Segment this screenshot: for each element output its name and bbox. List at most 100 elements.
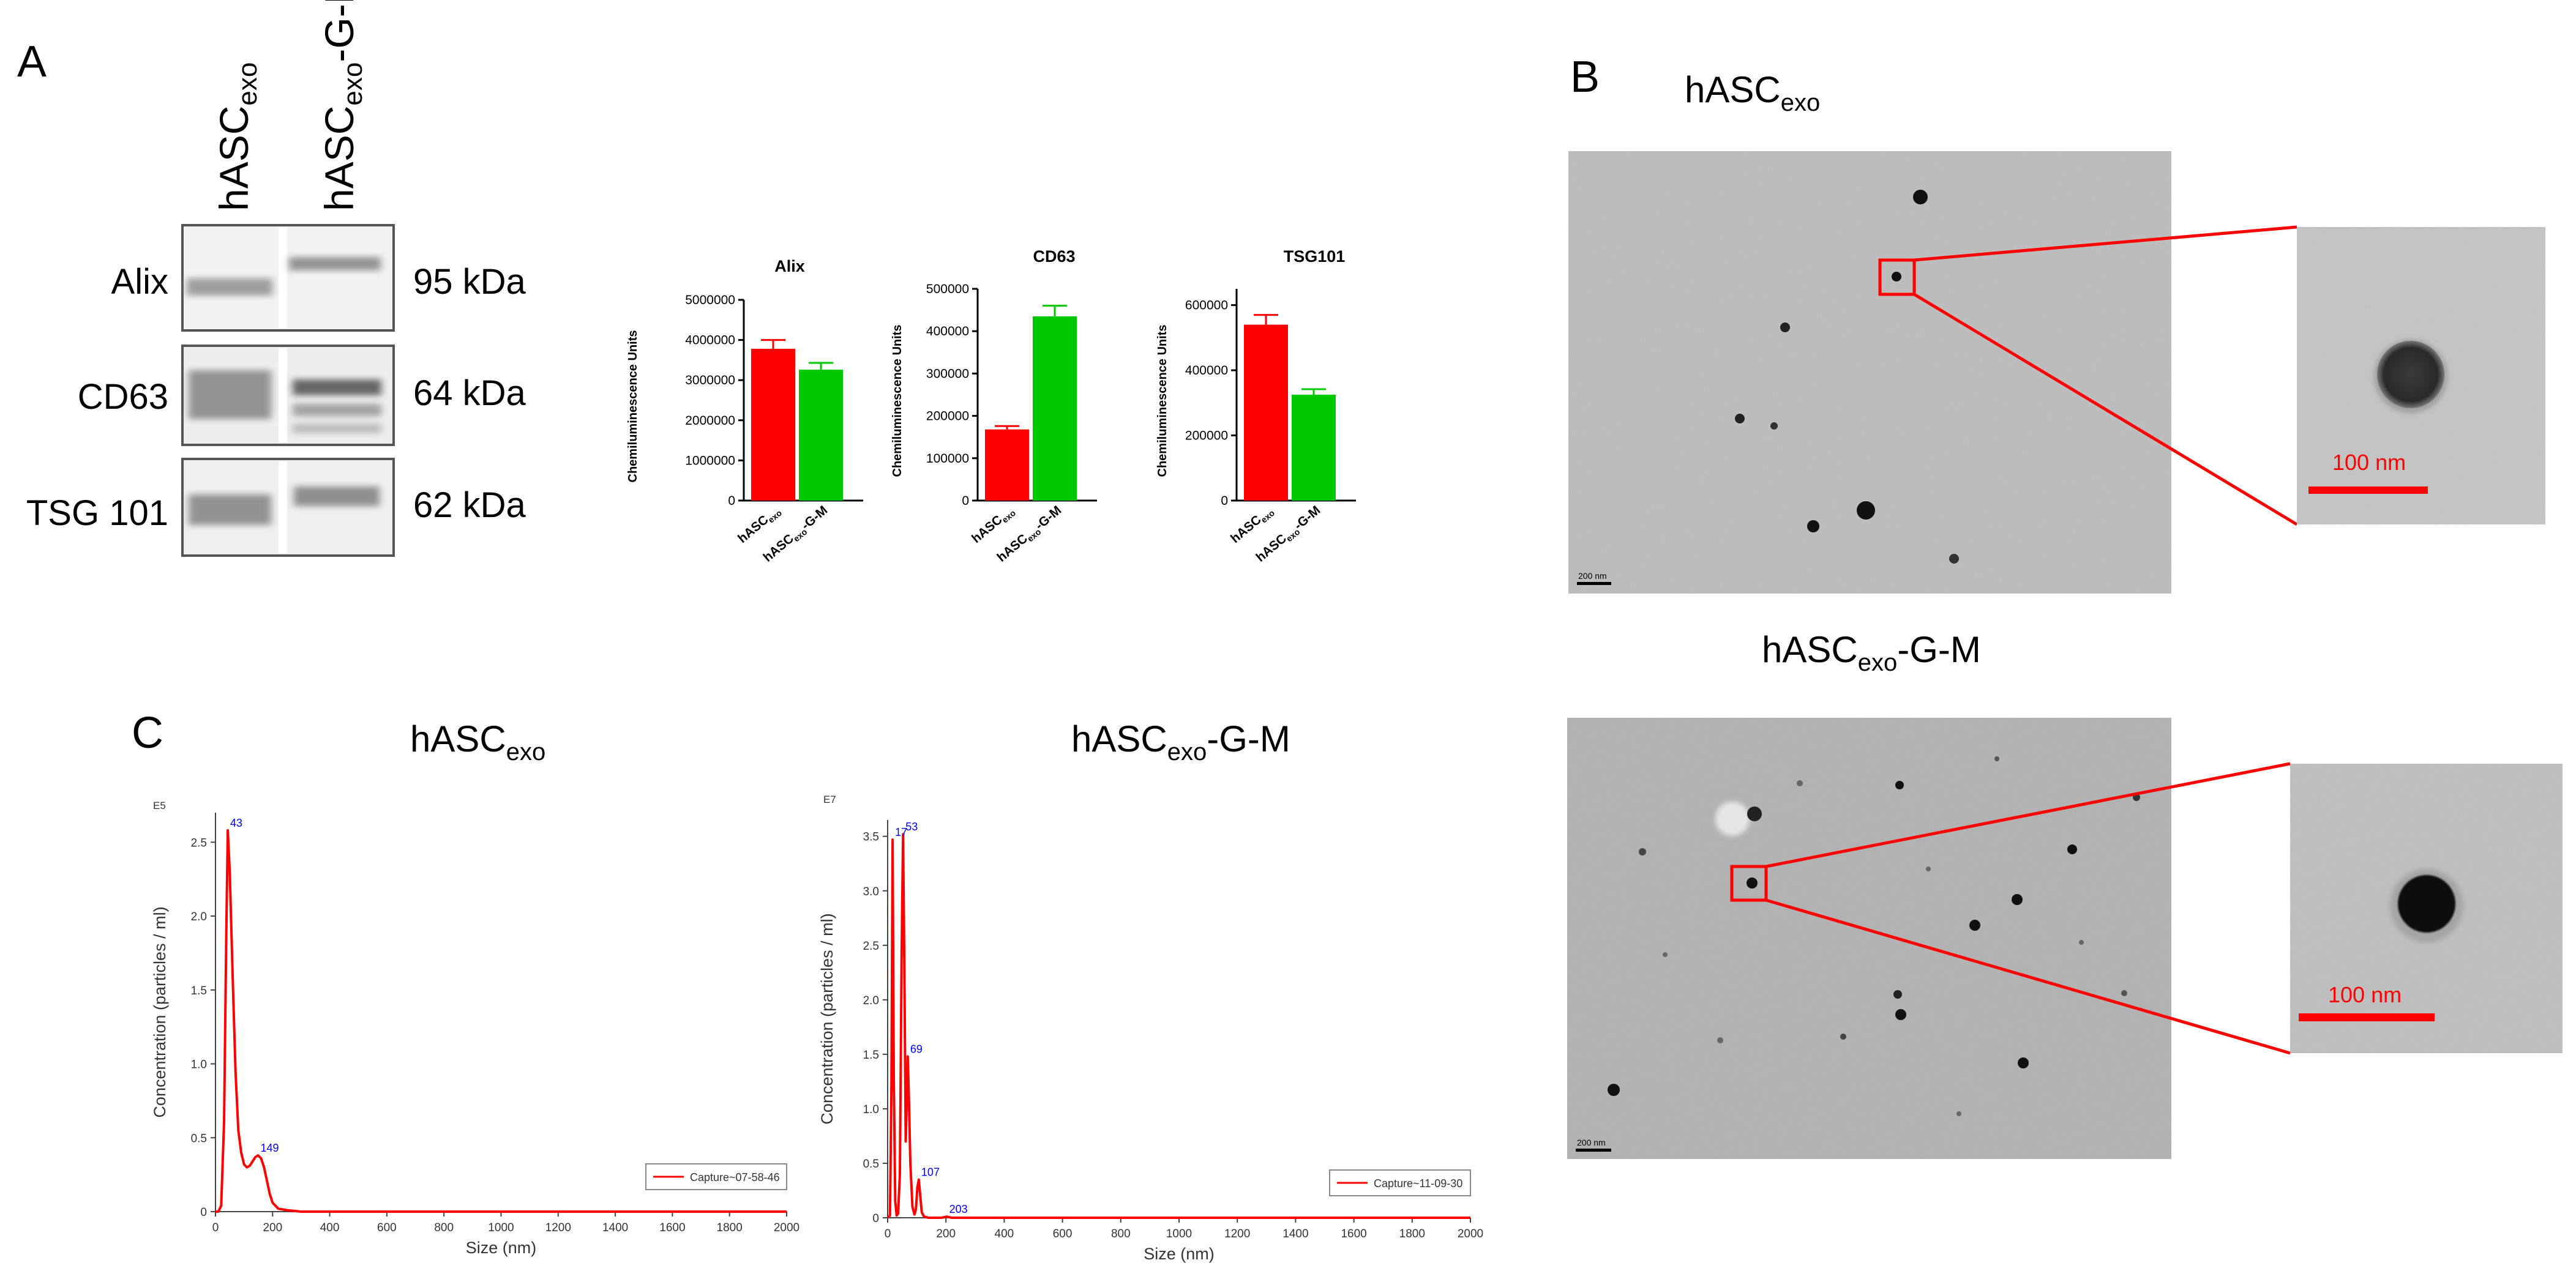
y-tick-label: 300000 <box>926 367 969 381</box>
y-tick-label: 0 <box>872 1212 879 1225</box>
distribution-line <box>886 833 1470 1219</box>
tem-image-bottom: 200 nm <box>1567 718 2291 1159</box>
blot-cd63 <box>181 345 395 446</box>
y-exponent: E5 <box>153 800 166 811</box>
scale-label-bottom: 200 nm <box>1577 1138 1606 1147</box>
scale-bar-zoom-top <box>2308 486 2428 494</box>
blot-tsg101 <box>181 458 395 557</box>
protein-label-alix: Alix <box>111 262 168 302</box>
peak-label: 17 <box>895 826 907 838</box>
y-tick-label: 400000 <box>926 324 969 338</box>
y-tick-label: 0 <box>200 1206 207 1219</box>
y-tick-label: 3.0 <box>863 885 879 898</box>
y-tick-label: 2000000 <box>685 414 735 428</box>
chart-title: CD63 <box>1033 247 1075 266</box>
scale-label-zoom-bottom: 100 nm <box>2328 982 2402 1007</box>
nta-chart-2: 0 200 400 600 800 1000 1200 1400 1600 1800 2000 0 0.… <box>818 794 1483 1263</box>
bar-chart-3: 0 200000 400000 600000 TSG101 Chemiluminescen… <box>1156 247 1356 565</box>
weight-label-alix: 95 kDa <box>413 262 526 302</box>
chart-title: Alix <box>774 257 805 275</box>
y-tick-label: 0.5 <box>863 1158 879 1171</box>
bar <box>1033 316 1077 501</box>
lane-label-1: hASCexo <box>211 62 263 211</box>
scale-label-top: 200 nm <box>1578 571 1607 581</box>
y-tick-label: 3.5 <box>863 831 879 844</box>
x-tick-label: 0 <box>212 1221 219 1234</box>
x-tick-label: 600 <box>377 1221 397 1234</box>
x-tick-label: 200 <box>263 1221 282 1234</box>
bar <box>1292 395 1336 501</box>
y-axis-label: Concentration (particles / ml) <box>151 906 169 1117</box>
nta-chart-1: 0 200 400 600 800 1000 1200 1400 1600 1800 2000 0 0.… <box>151 800 799 1257</box>
scale-label-zoom-top: 100 nm <box>2332 450 2406 475</box>
nta-panel: hASCexo hASCexo-G-M <box>410 718 1290 766</box>
y-axis-label: Concentration (particles / ml) <box>818 913 836 1124</box>
chart-title: TSG101 <box>1284 247 1346 266</box>
x-axis-label: Size (nm) <box>1144 1245 1215 1263</box>
scale-bar-zoom-bottom <box>2299 1013 2435 1021</box>
lane-label-2: hASCexo-G-M <box>316 0 368 211</box>
peak-label: 53 <box>905 821 918 833</box>
western-blot: hASCexo hASCexo-G-M Alix C <box>26 0 526 557</box>
scale-bar-bottom <box>1576 1149 1611 1152</box>
y-tick-label: 1.0 <box>191 1059 207 1071</box>
x-tick-label: 200 <box>936 1228 956 1240</box>
x-tick-label: 2000 <box>774 1221 799 1234</box>
bar <box>985 429 1029 501</box>
y-tick-label: 3000000 <box>685 373 735 387</box>
y-tick-label: 600000 <box>1185 299 1228 313</box>
y-tick-label: 2.5 <box>863 940 879 953</box>
tem-zoom-bottom: 100 nm <box>2290 764 2563 1053</box>
y-tick-label: 0.5 <box>191 1132 207 1145</box>
peak-label: 107 <box>921 1166 940 1179</box>
x-tick-label: 1800 <box>717 1221 743 1234</box>
y-tick-label: 2.5 <box>191 837 207 849</box>
nta-charts: 0 200 400 600 800 1000 1200 1400 1600 1800 200000.… <box>151 794 1483 1263</box>
y-tick-label: 1.5 <box>863 1049 879 1062</box>
bar-chart-2: 0 100000 200000 300000 400000 500000 CD63 Chemi… <box>891 247 1097 565</box>
panel-letter-c: C <box>132 709 163 758</box>
x-tick-label: 1400 <box>602 1221 628 1234</box>
roi-box-top <box>1878 258 1916 296</box>
protein-label-cd63: CD63 <box>78 377 168 417</box>
distribution-line <box>215 829 787 1213</box>
y-tick-label: 500000 <box>926 282 969 296</box>
peak-label: 43 <box>230 817 242 829</box>
x-tick-label: 1200 <box>1224 1228 1250 1240</box>
peak-label: 69 <box>910 1043 923 1055</box>
nta-title-left: hASCexo <box>410 718 545 766</box>
y-tick-label: 100000 <box>926 452 969 466</box>
legend-label: Capture~07-58-46 <box>690 1171 780 1183</box>
bar <box>799 370 843 501</box>
weight-label-tsg101: 62 kDa <box>413 485 526 525</box>
tem-zoom-top: 100 nm <box>2297 227 2545 524</box>
x-tick-label: 400 <box>320 1221 340 1234</box>
x-tick-label: 800 <box>434 1221 454 1234</box>
x-tick-label: 1000 <box>488 1221 514 1234</box>
y-tick-label: 1.0 <box>863 1103 879 1116</box>
tem-panel: hASCexo hASCexo-G-M 200 nm <box>1567 69 2563 1159</box>
y-axis-label: Chemiluminescence Units <box>1156 325 1169 477</box>
protein-label-tsg101: TSG 101 <box>26 493 168 533</box>
bar <box>1244 324 1288 501</box>
y-tick-label: 2.0 <box>863 994 879 1007</box>
x-tick-label: 1600 <box>1341 1228 1366 1240</box>
y-tick-label: 4000000 <box>685 334 735 348</box>
x-tick-label: 1200 <box>545 1221 571 1234</box>
roi-box-bottom <box>1730 865 1768 902</box>
scale-bar-top <box>1577 582 1611 585</box>
tem-title-top: hASCexo <box>1685 69 1820 116</box>
panel-letter-a: A <box>17 37 47 86</box>
x-tick-label: 1400 <box>1282 1228 1308 1240</box>
weight-label-cd63: 64 kDa <box>413 373 526 413</box>
tem-image-top: 200 nm <box>1568 151 2298 594</box>
y-exponent: E7 <box>823 794 836 805</box>
y-tick-label: 200000 <box>1185 429 1228 443</box>
x-tick-label: 2000 <box>1458 1228 1483 1240</box>
y-tick-label: 2.0 <box>191 911 207 923</box>
bar-charts: 010000002000000300000040000005000000Alix… <box>626 247 1356 565</box>
tem-title-bottom: hASCexo-G-M <box>1762 629 1981 676</box>
y-axis-label: Chemiluminescence Units <box>626 330 640 483</box>
x-tick-label: 400 <box>995 1228 1014 1240</box>
